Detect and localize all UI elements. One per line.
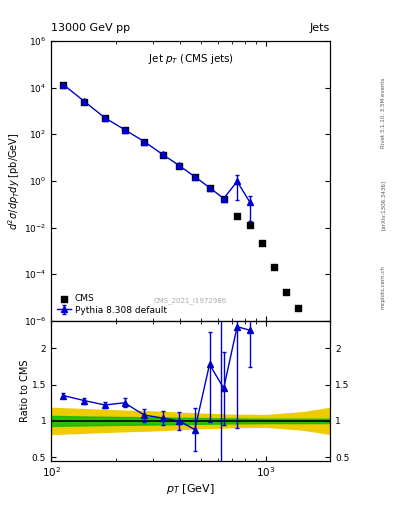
- CMS: [220, 196, 227, 204]
- CMS: [192, 173, 198, 181]
- Text: Jet $p_T$ (CMS jets): Jet $p_T$ (CMS jets): [148, 52, 233, 66]
- Text: CMS_2021_I1972986: CMS_2021_I1972986: [154, 297, 227, 304]
- CMS: [294, 304, 301, 312]
- Y-axis label: $d^2\sigma/dp_Tdy$ [pb/GeV]: $d^2\sigma/dp_Tdy$ [pb/GeV]: [7, 132, 22, 230]
- CMS: [60, 81, 66, 89]
- Legend: CMS, Pythia 8.308 default: CMS, Pythia 8.308 default: [55, 292, 168, 316]
- Text: Rivet 3.1.10, 3.5M events: Rivet 3.1.10, 3.5M events: [381, 77, 386, 148]
- CMS: [102, 114, 108, 122]
- CMS: [121, 126, 128, 134]
- Text: Jets: Jets: [310, 23, 330, 33]
- CMS: [271, 263, 277, 271]
- Y-axis label: Ratio to CMS: Ratio to CMS: [20, 359, 31, 422]
- CMS: [160, 151, 166, 159]
- CMS: [206, 184, 213, 192]
- CMS: [234, 212, 240, 221]
- CMS: [259, 239, 266, 247]
- CMS: [176, 162, 182, 170]
- Text: [arXiv:1306.3436]: [arXiv:1306.3436]: [381, 180, 386, 230]
- Text: 13000 GeV pp: 13000 GeV pp: [51, 23, 130, 33]
- CMS: [141, 138, 147, 146]
- CMS: [305, 329, 312, 337]
- X-axis label: $p_T$ [GeV]: $p_T$ [GeV]: [166, 482, 215, 496]
- Text: mcplots.cern.ch: mcplots.cern.ch: [381, 265, 386, 309]
- CMS: [283, 287, 289, 295]
- CMS: [247, 221, 253, 229]
- CMS: [81, 98, 88, 106]
